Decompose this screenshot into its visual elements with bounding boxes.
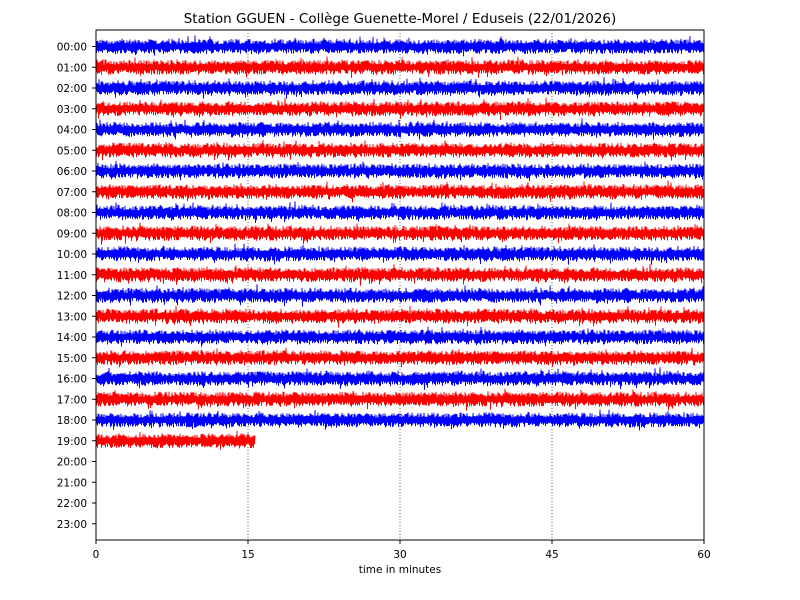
y-tick-label: 08:00 bbox=[57, 208, 87, 220]
y-tick-label: 15:00 bbox=[57, 353, 87, 365]
trace-0500 bbox=[95, 140, 705, 161]
trace-1100 bbox=[95, 263, 705, 286]
y-tick-label: 14:00 bbox=[57, 332, 87, 344]
y-axis-ticks: 00:00 01:00 02:00 03:00 04:00 05:00 06:00 07:00… bbox=[57, 42, 96, 531]
y-tick-label: 22:00 bbox=[57, 498, 87, 510]
x-tick-label: 60 bbox=[697, 549, 710, 561]
y-tick-label: 10:00 bbox=[57, 249, 87, 261]
trace-1600 bbox=[95, 367, 705, 390]
y-tick-label: 06:00 bbox=[57, 166, 87, 178]
x-tick-label: 0 bbox=[93, 549, 100, 561]
y-tick-label: 07:00 bbox=[57, 187, 87, 199]
trace-0100 bbox=[95, 56, 705, 78]
trace-0800 bbox=[95, 201, 705, 224]
trace-0300 bbox=[95, 97, 705, 120]
trace-1700 bbox=[95, 388, 705, 411]
y-tick-label: 02:00 bbox=[57, 83, 87, 95]
y-tick-label: 13:00 bbox=[57, 311, 87, 323]
x-tick-label: 30 bbox=[393, 549, 406, 561]
y-tick-label: 17:00 bbox=[57, 394, 87, 406]
trace-1200 bbox=[95, 284, 705, 307]
y-tick-label: 20:00 bbox=[57, 457, 87, 469]
y-tick-label: 00:00 bbox=[57, 42, 87, 54]
y-tick-label: 18:00 bbox=[57, 415, 87, 427]
y-tick-label: 16:00 bbox=[57, 374, 87, 386]
trace-0900 bbox=[95, 222, 705, 245]
trace-0600 bbox=[95, 160, 705, 182]
y-tick-label: 03:00 bbox=[57, 104, 87, 116]
y-tick-label: 09:00 bbox=[57, 228, 87, 240]
x-axis-ticks: 0 15 30 45 60 bbox=[93, 540, 711, 561]
trace-0400 bbox=[95, 118, 705, 140]
x-axis-label: time in minutes bbox=[359, 564, 441, 576]
x-tick-label: 15 bbox=[241, 549, 254, 561]
y-tick-label: 12:00 bbox=[57, 291, 87, 303]
y-tick-label: 11:00 bbox=[57, 270, 87, 282]
seismic-traces bbox=[95, 35, 705, 450]
y-tick-label: 05:00 bbox=[57, 145, 87, 157]
y-tick-label: 23:00 bbox=[57, 519, 87, 531]
x-tick-label: 45 bbox=[545, 549, 558, 561]
trace-1300 bbox=[95, 306, 705, 328]
trace-1400 bbox=[95, 326, 705, 347]
chart-title: Station GGUEN - Collège Guenette-Morel /… bbox=[184, 11, 617, 27]
trace-1900 bbox=[95, 430, 256, 450]
trace-1800 bbox=[95, 409, 705, 431]
y-tick-label: 19:00 bbox=[57, 436, 87, 448]
y-tick-label: 04:00 bbox=[57, 125, 87, 137]
trace-0200 bbox=[95, 77, 705, 99]
trace-1500 bbox=[95, 347, 705, 368]
trace-0700 bbox=[95, 180, 705, 203]
trace-0000 bbox=[95, 35, 705, 57]
trace-1000 bbox=[95, 243, 705, 265]
y-tick-label: 01:00 bbox=[57, 62, 87, 74]
y-tick-label: 21:00 bbox=[57, 477, 87, 489]
